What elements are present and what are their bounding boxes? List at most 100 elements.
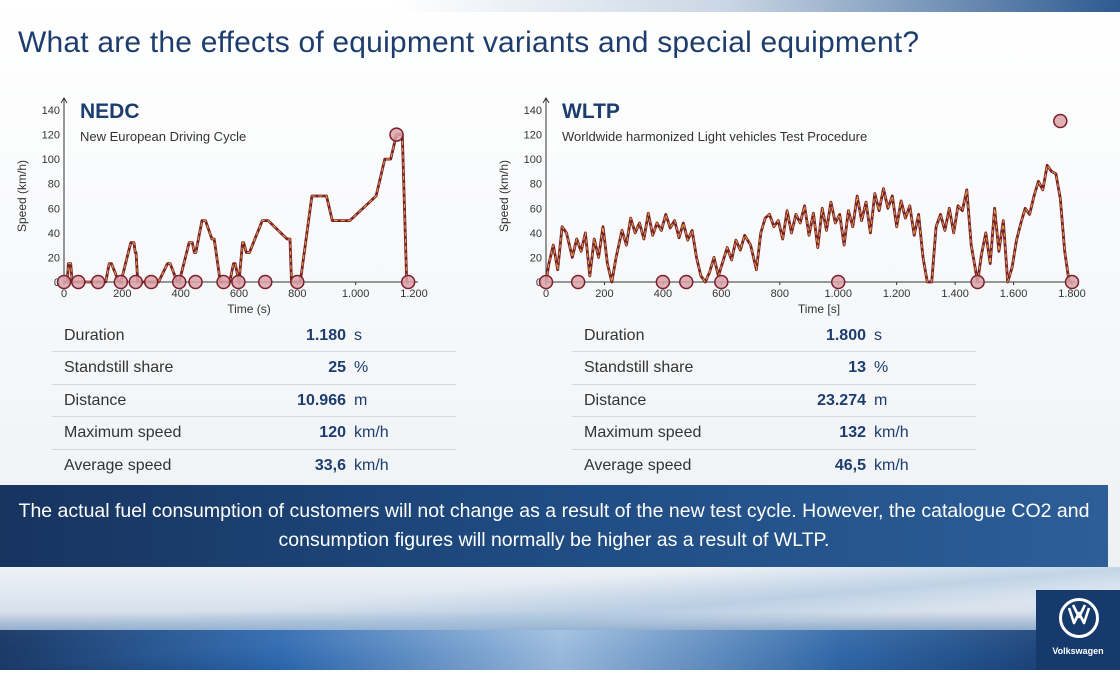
data-point-marker bbox=[655, 274, 671, 290]
chart-title: WLTP bbox=[562, 100, 620, 123]
stat-unit: m bbox=[354, 391, 368, 409]
y-tick-label: 40 bbox=[48, 228, 60, 240]
y-tick-label: 80 bbox=[48, 179, 60, 191]
x-tick-label: 400 bbox=[654, 288, 672, 300]
y-tick-label: 100 bbox=[42, 154, 60, 166]
vw-logo-icon bbox=[1059, 598, 1099, 638]
y-axis-arrow-icon bbox=[542, 97, 550, 104]
nedc-chart: 02040608010012014002004006008001.0001.20… bbox=[15, 97, 428, 316]
speed-series-line bbox=[64, 133, 409, 284]
x-tick-label: 800 bbox=[288, 288, 306, 300]
x-tick-label: 1.400 bbox=[941, 288, 969, 300]
stat-row-distance: Distance 10.966 m bbox=[52, 385, 456, 418]
x-tick-label: 1.000 bbox=[342, 288, 370, 300]
data-point-marker bbox=[1053, 113, 1068, 129]
chart-subtitle: Worldwide harmonized Light vehicles Test… bbox=[562, 129, 867, 144]
x-tick-label: 1.200 bbox=[400, 288, 428, 300]
x-tick-label: 400 bbox=[171, 288, 189, 300]
footer-strip bbox=[0, 670, 1120, 700]
y-axis-arrow-icon bbox=[60, 97, 68, 104]
stat-value: 132 bbox=[839, 424, 866, 442]
y-tick-label: 100 bbox=[524, 154, 542, 166]
data-point-marker bbox=[113, 274, 129, 290]
stat-label: Standstill share bbox=[64, 359, 174, 377]
y-tick-label: 20 bbox=[530, 252, 542, 264]
stat-label: Duration bbox=[64, 327, 125, 344]
x-tick-label: 1.000 bbox=[824, 288, 852, 300]
data-point-marker bbox=[90, 274, 106, 290]
data-point-marker bbox=[538, 274, 554, 290]
brand-name: Volkswagen bbox=[1052, 646, 1104, 656]
x-tick-label: 600 bbox=[712, 288, 730, 300]
stat-row-avg-speed: Average speed 33,6 km/h bbox=[52, 450, 456, 482]
stat-row-standstill: Standstill share 13 % bbox=[572, 352, 976, 385]
stat-row-duration: Duration 1.800 s bbox=[572, 320, 976, 353]
stat-label: Distance bbox=[584, 391, 647, 409]
top-band bbox=[0, 0, 1120, 12]
wltp-stats-table: Duration 1.800 s Standstill share 13 % D… bbox=[572, 320, 976, 482]
stat-label: Duration bbox=[584, 327, 645, 344]
x-tick-label: 200 bbox=[113, 288, 131, 300]
y-tick-label: 20 bbox=[48, 252, 60, 264]
stat-value: 46,5 bbox=[834, 456, 866, 474]
x-tick-label: 800 bbox=[771, 288, 789, 300]
stat-row-avg-speed: Average speed 46,5 km/h bbox=[572, 450, 976, 482]
data-point-marker bbox=[830, 274, 846, 290]
y-tick-label: 140 bbox=[42, 105, 60, 117]
stat-row-standstill: Standstill share 25 % bbox=[52, 352, 456, 385]
stat-label: Average speed bbox=[64, 456, 172, 474]
nedc-stats-table: Duration 1.180 s Standstill share 25 % D… bbox=[52, 320, 456, 482]
wltp-chart: 02040608010012014002004006008001.0001.20… bbox=[497, 97, 1086, 316]
data-point-marker bbox=[258, 274, 273, 290]
x-tick-label: 1.600 bbox=[1000, 288, 1028, 300]
stat-value: 13 bbox=[848, 359, 866, 377]
data-point-marker bbox=[570, 274, 586, 290]
x-tick-label: 600 bbox=[230, 288, 248, 300]
speed-series-dash bbox=[545, 164, 1072, 283]
data-point-marker bbox=[714, 274, 729, 290]
data-point-marker bbox=[290, 274, 305, 290]
stat-value: 120 bbox=[319, 424, 346, 442]
stat-unit: m bbox=[874, 391, 888, 409]
data-point-marker bbox=[970, 274, 985, 290]
chart-title: NEDC bbox=[80, 100, 140, 123]
x-tick-label: 0 bbox=[61, 288, 67, 300]
data-point-marker bbox=[71, 274, 86, 290]
data-point-marker bbox=[143, 274, 159, 290]
stat-unit: km/h bbox=[354, 424, 389, 442]
stat-value: 33,6 bbox=[314, 456, 346, 474]
x-axis-label: Time [s] bbox=[798, 302, 840, 316]
y-tick-label: 140 bbox=[524, 105, 542, 117]
x-tick-label: 1.200 bbox=[883, 288, 911, 300]
conclusion-banner: The actual fuel consumption of customers… bbox=[0, 485, 1108, 567]
data-point-marker bbox=[171, 274, 187, 290]
data-point-marker bbox=[56, 274, 72, 290]
stat-label: Distance bbox=[64, 391, 127, 409]
speed-series-dash bbox=[64, 134, 409, 283]
y-tick-label: 60 bbox=[48, 203, 60, 215]
stat-unit: % bbox=[354, 359, 369, 377]
data-point-marker bbox=[679, 274, 694, 290]
y-tick-label: 120 bbox=[524, 130, 542, 142]
stat-label: Standstill share bbox=[584, 359, 694, 377]
x-tick-label: 200 bbox=[595, 288, 613, 300]
stat-unit: s bbox=[354, 327, 362, 344]
data-point-marker bbox=[389, 127, 404, 142]
stat-unit: s bbox=[874, 327, 882, 344]
brand-logo: Volkswagen bbox=[1036, 590, 1120, 670]
y-tick-label: 60 bbox=[530, 203, 542, 215]
page-title: What are the effects of equipment varian… bbox=[18, 26, 920, 59]
stat-unit: % bbox=[874, 359, 889, 377]
y-axis-label: Speed (km/h) bbox=[15, 160, 29, 232]
stat-value: 10.966 bbox=[297, 391, 346, 409]
bottom-light-streak bbox=[0, 630, 1120, 670]
data-point-marker bbox=[231, 274, 246, 290]
stat-label: Maximum speed bbox=[64, 424, 182, 442]
data-point-marker bbox=[188, 274, 203, 290]
stat-value: 1.800 bbox=[825, 327, 866, 344]
data-point-marker bbox=[128, 274, 143, 290]
y-axis-label: Speed (km/h) bbox=[497, 160, 511, 232]
x-tick-label: 0 bbox=[543, 288, 549, 300]
stat-unit: km/h bbox=[874, 424, 909, 442]
stat-label: Average speed bbox=[584, 456, 692, 474]
